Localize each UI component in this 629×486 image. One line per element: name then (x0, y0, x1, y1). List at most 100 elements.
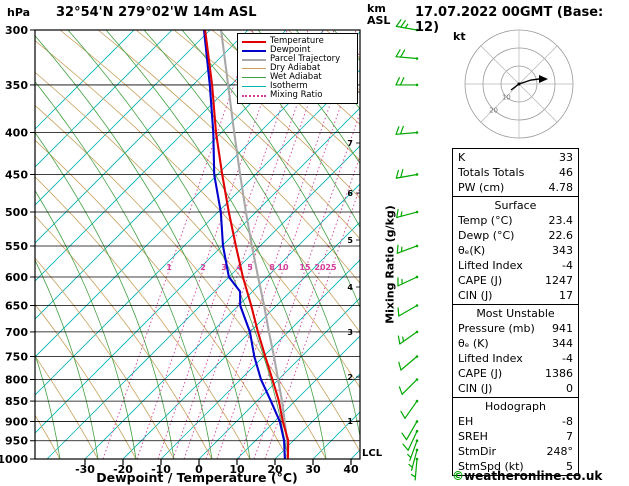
stats-label: SREH (458, 430, 488, 443)
stats-label: K (458, 151, 466, 164)
hodograph-radial (480, 83, 520, 123)
mixing-ratio-value-label: 10 (277, 263, 289, 272)
legend-item: Mixing Ratio (242, 91, 357, 100)
wind-barb (398, 355, 419, 371)
wind-barb-half (402, 336, 405, 342)
legend-item-label: Dry Adiabat (270, 63, 321, 73)
dry-adiabat-line (35, 104, 327, 459)
wind-barb-staff (395, 173, 418, 179)
stats-value: 4.78 (548, 181, 574, 194)
km-tick-label: 5 (347, 236, 353, 245)
dry-adiabat-line (35, 257, 175, 459)
stats-value: -8 (562, 415, 573, 428)
stats-box-title: Surface (494, 199, 537, 212)
wind-barb (395, 125, 419, 135)
legend-line-swatch (242, 40, 266, 43)
wind-barb-full (395, 169, 399, 179)
stats-value: 46 (559, 166, 573, 179)
wind-barb-full (397, 307, 400, 317)
stats-value: 941 (552, 322, 573, 335)
temp-tick-label: 30 (305, 463, 321, 476)
mixing-ratio-value-label: 20 (314, 263, 326, 272)
pressure-tick-label: 850 (5, 395, 28, 408)
stats-label: PW (cm) (458, 181, 505, 194)
legend-line-swatch (242, 58, 266, 61)
wet-adiabat-line (35, 81, 213, 459)
legend-item: Temperature (242, 37, 357, 46)
wind-barb-staff (395, 131, 418, 135)
mixing-ratio-value-label: 5 (247, 263, 253, 272)
stats-label: CIN (J) (458, 289, 493, 302)
mixing-ratio-line (102, 30, 254, 459)
stats-label: CIN (J) (458, 382, 493, 395)
legend-item: Parcel Trajectory (242, 55, 357, 64)
temp-tick-label: -20 (113, 463, 133, 476)
stats-label: Pressure (mb) (458, 322, 535, 335)
pressure-tick-label: 300 (5, 24, 28, 37)
dry-adiabat-line (35, 303, 137, 459)
mixing-ratio-value-label: 3 (221, 263, 227, 272)
wind-barb-full (399, 125, 404, 135)
wind-barbs (395, 19, 419, 481)
stats-value: 22.6 (548, 229, 574, 242)
wind-barb (395, 49, 419, 60)
wind-barb-half (408, 463, 413, 468)
pressure-tick-label: 750 (5, 350, 28, 363)
km-tick-label: 4 (347, 283, 353, 292)
pressure-tick-label: 350 (5, 79, 28, 92)
legend-line-swatch (242, 86, 266, 87)
stats-row: K 33 (453, 150, 578, 165)
pressure-tick-label: 650 (5, 300, 28, 313)
stats-value: 1247 (545, 274, 573, 287)
hodograph-unit-label: kt (453, 30, 466, 43)
altitude-axis-label-km: km (367, 2, 386, 15)
stats-row: SREH 7 (453, 429, 578, 444)
legend-item-label: Mixing Ratio (270, 90, 323, 100)
stats-row: EH -8 (453, 414, 578, 429)
wind-barb (410, 457, 419, 481)
temp-axis-title: Dewpoint / Temperature (°C) (96, 470, 297, 485)
wind-barb-full (400, 169, 404, 178)
stats-row: CAPE (J) 1386 (453, 366, 578, 381)
stats-value: 17 (559, 289, 573, 302)
stats-value: 5 (566, 460, 573, 473)
wet-adiabat-line (35, 259, 99, 459)
dry-adiabat-line (59, 30, 360, 333)
datetime-label: 17.07.2022 00GMT (Base: 12) (415, 5, 604, 35)
legend-item-label: Wet Adiabat (270, 72, 322, 82)
stats-label: CAPE (J) (458, 367, 503, 380)
wind-barb-half (400, 211, 403, 217)
wet-adiabat-line (143, 30, 360, 439)
km-asl-labels: 12345678 (347, 88, 360, 426)
temp-tick-label: 20 (267, 463, 283, 476)
stats-row: Temp (°C) 23.4 (453, 213, 578, 228)
stats-row: CIN (J) 0 (453, 381, 578, 396)
stats-label: θₑ (K) (458, 337, 489, 350)
wind-barb (402, 429, 419, 451)
legend: Temperature Dewpoint Parcel Trajectory Dry … (237, 33, 358, 104)
wind-barb-full (399, 77, 405, 86)
stats-value: 23.4 (548, 214, 574, 227)
wind-barb (395, 19, 419, 32)
dry-adiabat-line (35, 215, 213, 459)
wind-barb-staff (405, 420, 418, 441)
dry-adiabat-line (35, 40, 360, 389)
legend-line-swatch (242, 77, 266, 78)
wind-barb-full (400, 410, 406, 419)
sounding-curves (202, 30, 290, 459)
stats-value: 248° (546, 445, 574, 458)
isotherm-line (35, 30, 173, 168)
mixing-ratio-value-labels: 1 2 3 4 5 8 10 15 20 25 (166, 263, 337, 272)
wind-barb-staff (400, 355, 418, 371)
stats-value: 343 (552, 244, 573, 257)
wind-barb (395, 169, 419, 179)
legend-item: Dewpoint (242, 46, 357, 55)
stats-row: Totals Totals 46 (453, 165, 578, 180)
stats-row: StmSpd (kt) 5 (453, 459, 578, 474)
stats-box-surface: Surface Temp (°C) 23.4 Dewp (°C) 22.6 θₑ(K) 34… (452, 196, 579, 305)
stats-box-title: Most Unstable (476, 307, 555, 320)
wind-barb-full (397, 335, 401, 345)
stats-row: CAPE (J) 1247 (453, 273, 578, 288)
hodograph-radial (518, 45, 558, 85)
